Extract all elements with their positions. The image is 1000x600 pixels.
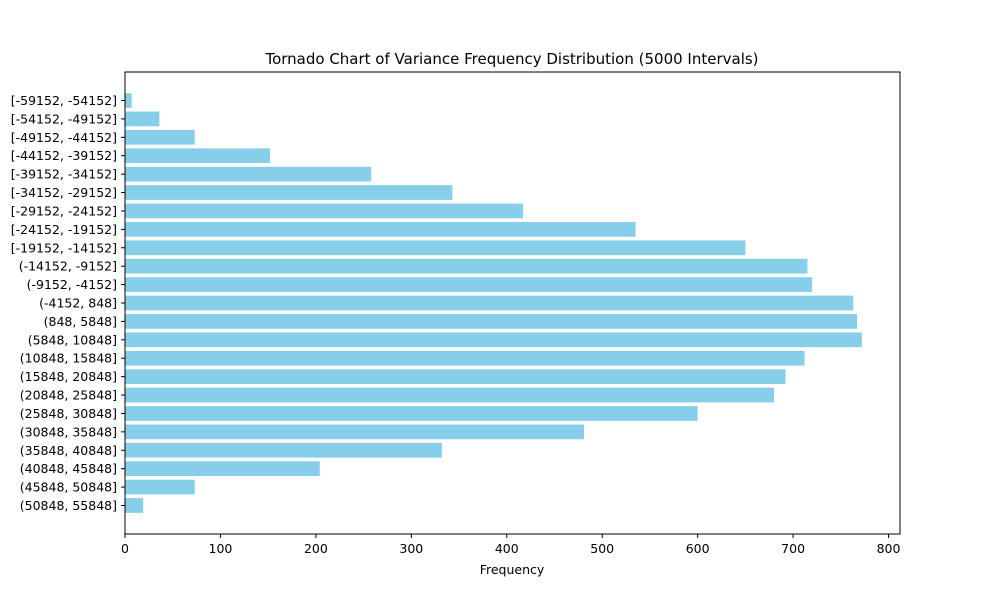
x-tick-label: 400 <box>495 541 519 556</box>
bar <box>125 424 585 440</box>
y-tick-label: [-29152, -24152] <box>11 203 117 218</box>
y-tick-label: [-59152, -54152] <box>11 93 117 108</box>
plot-area-frame <box>124 71 901 535</box>
y-tick-label: (15848, 20848] <box>20 369 117 384</box>
y-tick-label: [-19152, -14152] <box>11 240 117 255</box>
y-tick-label: (35848, 40848] <box>20 443 117 458</box>
bar <box>125 461 320 477</box>
y-tick-label: (45848, 50848] <box>20 480 117 495</box>
bar <box>125 369 786 384</box>
x-tick-label: 300 <box>399 541 423 556</box>
bar <box>125 148 271 164</box>
x-tick-label: 800 <box>877 541 901 556</box>
y-tick-label: (20848, 25848] <box>20 388 117 403</box>
y-tick-label: (-9152, -4152] <box>27 277 117 292</box>
bar <box>125 498 144 513</box>
bar <box>125 314 858 329</box>
x-tick-layer: 0 100 200 300 400 500 600 700 800 <box>121 534 901 556</box>
y-tick-label: [-49152, -44152] <box>11 130 117 145</box>
chart-title: Tornado Chart of Variance Frequency Dist… <box>264 50 758 68</box>
bar <box>125 203 523 219</box>
y-tick-label: (848, 5848] <box>44 314 117 329</box>
bar <box>125 387 775 403</box>
bar <box>125 185 453 200</box>
y-tick-label: (-4152, 848] <box>39 296 117 311</box>
y-tick-label: (30848, 35848] <box>20 424 117 439</box>
x-tick-label: 500 <box>590 541 614 556</box>
bar <box>125 166 372 182</box>
bar <box>125 222 636 237</box>
x-tick-label: 700 <box>781 541 805 556</box>
bars-layer <box>125 93 862 513</box>
bar <box>125 479 195 495</box>
y-tick-layer: [-59152, -54152] [-54152, -49152] [-49152,… <box>11 93 125 513</box>
x-tick-label: 0 <box>121 541 129 556</box>
y-tick-label: [-24152, -19152] <box>11 222 117 237</box>
y-tick-label: (-14152, -9152] <box>19 259 117 274</box>
x-tick-label: 100 <box>209 541 233 556</box>
bar <box>125 93 132 108</box>
bar <box>125 277 813 292</box>
bar <box>125 111 160 127</box>
bar <box>125 332 862 348</box>
y-tick-label: [-44152, -39152] <box>11 148 117 163</box>
bar <box>125 129 195 145</box>
x-axis-label: Frequency <box>480 562 545 577</box>
bar <box>125 240 746 256</box>
bar <box>125 406 698 421</box>
bar <box>125 442 442 458</box>
y-tick-label: [-54152, -49152] <box>11 111 117 126</box>
y-tick-label: (40848, 45848] <box>20 461 117 476</box>
bar <box>125 350 805 366</box>
x-tick-label: 600 <box>686 541 710 556</box>
y-tick-label: (5848, 10848] <box>28 332 117 347</box>
x-tick-label: 200 <box>304 541 328 556</box>
bar <box>125 258 808 274</box>
y-tick-label: (50848, 55848] <box>20 498 117 513</box>
y-tick-label: [-34152, -29152] <box>11 185 117 200</box>
y-tick-label: (25848, 30848] <box>20 406 117 421</box>
y-tick-label: [-39152, -34152] <box>11 167 117 182</box>
bar <box>125 295 854 311</box>
y-tick-label: (10848, 15848] <box>20 351 117 366</box>
